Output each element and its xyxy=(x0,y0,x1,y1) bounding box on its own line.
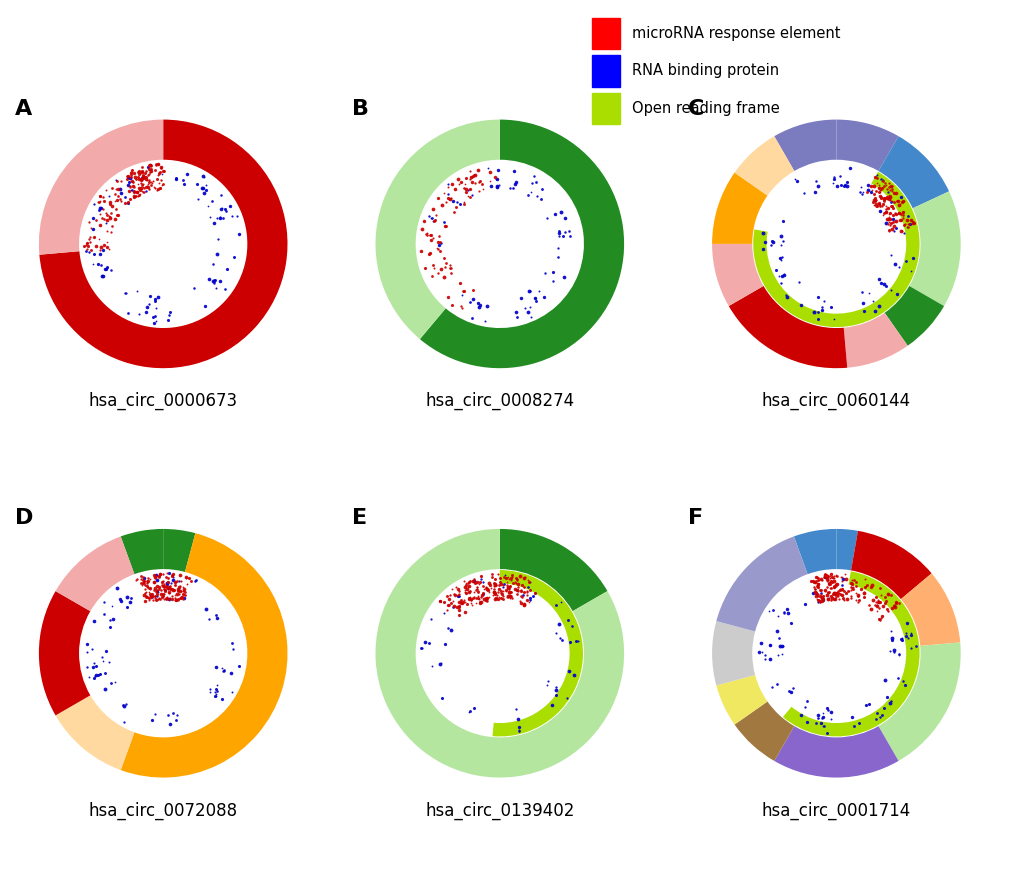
Wedge shape xyxy=(836,529,857,571)
Wedge shape xyxy=(55,695,135,770)
Wedge shape xyxy=(877,136,948,208)
Text: A: A xyxy=(15,98,33,118)
Text: E: E xyxy=(352,508,367,528)
Wedge shape xyxy=(715,675,766,725)
Wedge shape xyxy=(734,701,794,761)
Wedge shape xyxy=(120,533,287,778)
Text: hsa_circ_0008274: hsa_circ_0008274 xyxy=(425,392,574,410)
Wedge shape xyxy=(850,530,930,599)
Wedge shape xyxy=(55,537,135,611)
Text: microRNA response element: microRNA response element xyxy=(632,26,840,41)
Bar xyxy=(591,17,620,50)
Text: C: C xyxy=(688,98,704,118)
Wedge shape xyxy=(734,136,794,196)
Wedge shape xyxy=(773,726,898,778)
Bar xyxy=(591,92,620,125)
Wedge shape xyxy=(843,313,907,368)
Wedge shape xyxy=(375,119,499,339)
Wedge shape xyxy=(420,119,624,368)
Text: RNA binding protein: RNA binding protein xyxy=(632,64,779,78)
Wedge shape xyxy=(711,621,754,685)
Wedge shape xyxy=(499,529,607,611)
Wedge shape xyxy=(39,119,163,254)
Wedge shape xyxy=(793,529,836,574)
Wedge shape xyxy=(711,244,763,306)
Wedge shape xyxy=(163,529,196,572)
Wedge shape xyxy=(39,591,91,715)
Text: hsa_circ_0001714: hsa_circ_0001714 xyxy=(761,801,910,820)
Wedge shape xyxy=(715,537,807,631)
Text: Open reading frame: Open reading frame xyxy=(632,101,780,116)
Text: B: B xyxy=(352,98,368,118)
Wedge shape xyxy=(728,286,847,368)
Text: hsa_circ_0000673: hsa_circ_0000673 xyxy=(89,392,237,410)
Wedge shape xyxy=(40,119,287,368)
Wedge shape xyxy=(752,172,919,327)
Wedge shape xyxy=(773,119,836,171)
Text: hsa_circ_0060144: hsa_circ_0060144 xyxy=(761,392,910,410)
Wedge shape xyxy=(883,286,944,346)
Wedge shape xyxy=(120,529,163,574)
Wedge shape xyxy=(375,529,624,778)
Text: hsa_circ_0139402: hsa_circ_0139402 xyxy=(425,801,574,820)
Bar xyxy=(591,55,620,87)
Wedge shape xyxy=(877,643,960,761)
Text: hsa_circ_0072088: hsa_circ_0072088 xyxy=(89,801,237,820)
Wedge shape xyxy=(900,573,959,646)
Wedge shape xyxy=(492,570,583,737)
Text: F: F xyxy=(688,508,703,528)
Wedge shape xyxy=(783,571,919,737)
Wedge shape xyxy=(908,192,960,306)
Wedge shape xyxy=(836,119,898,171)
Text: D: D xyxy=(15,508,34,528)
Wedge shape xyxy=(711,172,766,244)
